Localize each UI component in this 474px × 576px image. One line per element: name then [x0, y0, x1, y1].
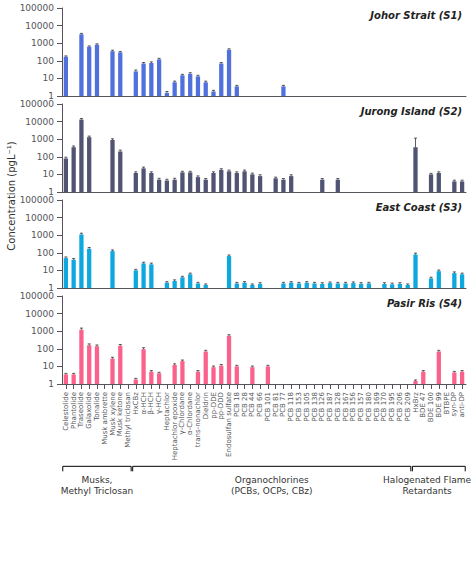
- svg-text:BDE 100: BDE 100: [427, 392, 435, 423]
- svg-text:PCB 209: PCB 209: [403, 392, 412, 422]
- svg-text:α-HCH: α-HCH: [139, 392, 148, 415]
- svg-text:10000: 10000: [25, 21, 54, 31]
- svg-text:Heptachlor epoxide: Heptachlor epoxide: [170, 392, 179, 461]
- svg-text:1: 1: [48, 91, 54, 101]
- svg-text:PCB 105: PCB 105: [302, 392, 311, 422]
- svg-text:100000: 100000: [20, 3, 55, 13]
- svg-text:(PCBs, OCPs, CBz): (PCBs, OCPs, CBz): [231, 486, 313, 496]
- svg-text:PCB 81: PCB 81: [271, 392, 280, 417]
- svg-text:PCB 77: PCB 77: [279, 392, 288, 417]
- svg-text:BDE 99: BDE 99: [434, 392, 443, 418]
- svg-text:PCB 170: PCB 170: [380, 392, 389, 422]
- svg-text:Musk ketone: Musk ketone: [116, 392, 125, 437]
- svg-text:PCB 44: PCB 44: [248, 392, 257, 417]
- svg-text:10: 10: [43, 265, 55, 275]
- svg-text:Concentration (pgL⁻¹): Concentration (pgL⁻¹): [6, 141, 17, 250]
- svg-text:100000: 100000: [20, 195, 55, 205]
- svg-text:Methyl triclosan: Methyl triclosan: [124, 392, 132, 448]
- svg-text:PCB 169: PCB 169: [372, 392, 381, 422]
- svg-text:Galaxolide: Galaxolide: [85, 392, 94, 429]
- svg-text:γ-Chlordane: γ-Chlordane: [178, 392, 187, 435]
- svg-text:Musk ambrette: Musk ambrette: [100, 392, 109, 445]
- svg-text:100: 100: [37, 56, 54, 66]
- svg-text:trans-nonachlor: trans-nonachlor: [194, 392, 202, 448]
- svg-text:10: 10: [43, 361, 55, 371]
- svg-text:1: 1: [48, 283, 54, 293]
- svg-text:1: 1: [48, 379, 54, 389]
- svg-text:Methyl Triclosan: Methyl Triclosan: [61, 486, 133, 496]
- svg-text:100: 100: [37, 248, 54, 258]
- svg-text:10000: 10000: [25, 309, 54, 319]
- svg-text:γ-HCH: γ-HCH: [155, 392, 164, 415]
- svg-text:PCB 118: PCB 118: [287, 392, 296, 422]
- svg-text:Halogenated Flame: Halogenated Flame: [383, 475, 471, 485]
- svg-text:PCB 195: PCB 195: [388, 392, 397, 422]
- svg-text:HxBrz: HxBrz: [411, 392, 420, 413]
- svg-text:10000: 10000: [25, 117, 54, 127]
- svg-text:1000: 1000: [31, 230, 54, 240]
- svg-text:Endosulfan sulfate: Endosulfan sulfate: [225, 392, 233, 457]
- svg-text:Johor Strait (S1): Johor Strait (S1): [368, 10, 462, 21]
- svg-text:Pasir Ris (S4): Pasir Ris (S4): [387, 298, 462, 309]
- svg-text:Traseolide: Traseolide: [77, 392, 86, 428]
- svg-text:PCB 206: PCB 206: [396, 392, 404, 422]
- svg-text:100: 100: [37, 152, 54, 162]
- svg-text:PCB 156: PCB 156: [349, 392, 358, 422]
- svg-text:PCB 138: PCB 138: [310, 392, 319, 422]
- svg-text:Heptachlor: Heptachlor: [162, 392, 171, 431]
- svg-text:1: 1: [48, 187, 54, 197]
- svg-text:10000: 10000: [25, 213, 54, 223]
- svg-text:Phantolide: Phantolide: [69, 392, 78, 430]
- svg-text:Tonalide: Tonalide: [93, 392, 101, 421]
- svg-text:pp-DDE: pp-DDE: [209, 392, 218, 419]
- svg-text:Celestolide: Celestolide: [61, 392, 70, 431]
- svg-text:100000: 100000: [20, 291, 55, 301]
- svg-text:1000: 1000: [31, 326, 54, 336]
- svg-text:syn-DP: syn-DP: [450, 392, 459, 417]
- svg-text:Dieldrin: Dieldrin: [201, 392, 210, 420]
- svg-text:PCB 187: PCB 187: [326, 392, 334, 422]
- svg-text:Organochlorines: Organochlorines: [235, 475, 309, 485]
- svg-text:East Coast (S3): East Coast (S3): [376, 202, 462, 213]
- svg-text:PCB 167: PCB 167: [341, 392, 350, 422]
- svg-text:1000: 1000: [31, 134, 54, 144]
- svg-text:pp-DDD: pp-DDD: [217, 392, 226, 420]
- svg-text:anti-DP: anti-DP: [458, 392, 466, 418]
- svg-text:100: 100: [37, 344, 54, 354]
- svg-text:PCB 128: PCB 128: [333, 392, 342, 422]
- svg-text:HxCBz: HxCBz: [131, 392, 140, 415]
- svg-text:PCB 66: PCB 66: [256, 392, 265, 417]
- svg-text:BDE 47: BDE 47: [419, 392, 428, 418]
- svg-text:PCB 153: PCB 153: [295, 392, 303, 422]
- svg-text:10: 10: [43, 73, 55, 83]
- svg-text:PCB 101: PCB 101: [263, 392, 272, 422]
- svg-text:1000: 1000: [31, 38, 54, 48]
- svg-text:PCB 180: PCB 180: [364, 392, 373, 422]
- svg-text:β-HCH: β-HCH: [147, 392, 156, 415]
- svg-text:Musk xylene: Musk xylene: [108, 392, 117, 436]
- svg-text:PCB 157: PCB 157: [357, 392, 366, 422]
- svg-text:PCB 28: PCB 28: [240, 392, 249, 417]
- svg-text:BTBPE: BTBPE: [442, 392, 451, 415]
- svg-text:PCB 126: PCB 126: [318, 392, 327, 422]
- svg-text:α-Chlordane: α-Chlordane: [186, 392, 195, 435]
- svg-text:10: 10: [43, 169, 55, 179]
- svg-text:Jurong Island (S2): Jurong Island (S2): [359, 106, 462, 117]
- svg-text:Retardants: Retardants: [402, 486, 451, 496]
- svg-text:100000: 100000: [20, 99, 55, 109]
- svg-text:PCB 18: PCB 18: [232, 392, 241, 417]
- svg-text:Musks,: Musks,: [82, 475, 113, 485]
